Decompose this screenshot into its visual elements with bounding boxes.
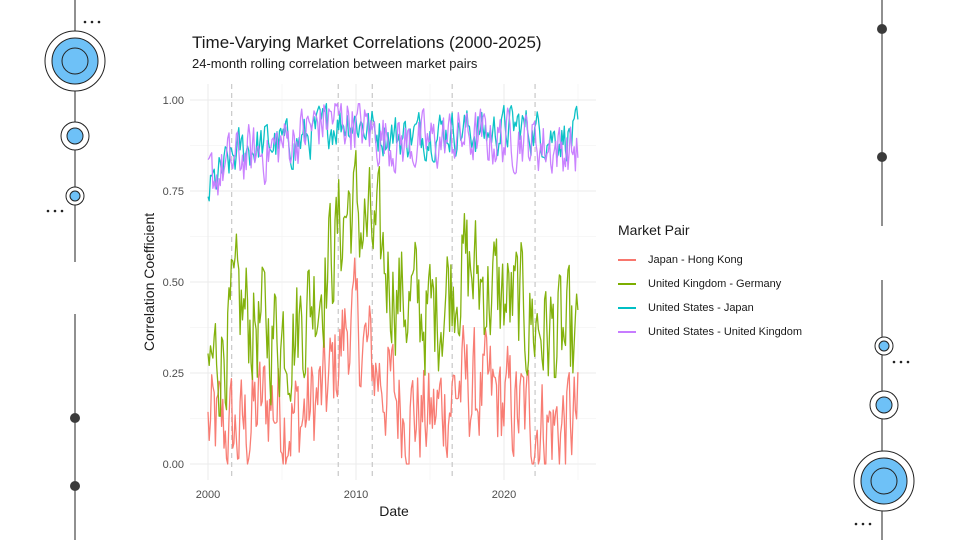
legend-label: United States - United Kingdom bbox=[648, 326, 803, 338]
y-tick-label: 0.75 bbox=[163, 186, 184, 198]
x-tick-label: 2020 bbox=[492, 489, 516, 501]
deco-circle-right-medium bbox=[869, 390, 899, 420]
deco-ellipsis bbox=[892, 360, 910, 364]
legend-label: Japan - Hong Kong bbox=[648, 254, 743, 266]
series-lines bbox=[207, 102, 579, 465]
legend-item: United States - Japan bbox=[618, 296, 802, 320]
legend-label: United States - Japan bbox=[648, 302, 754, 314]
chart-title: Time-Varying Market Correlations (2000-2… bbox=[192, 33, 542, 52]
legend-title: Market Pair bbox=[618, 222, 690, 238]
y-tick-label: 0.50 bbox=[163, 277, 184, 289]
deco-ellipsis bbox=[854, 522, 872, 526]
axis-ticks: 0.00 0.25 0.50 0.75 1.00 2000 2010 2020 bbox=[163, 95, 517, 501]
y-tick-label: 0.00 bbox=[163, 459, 184, 471]
legend-key bbox=[618, 259, 636, 261]
deco-ellipsis bbox=[83, 20, 101, 24]
deco-ellipsis bbox=[46, 209, 64, 213]
series-line-2 bbox=[207, 149, 579, 417]
deco-dot bbox=[70, 481, 80, 491]
chart-subtitle: 24-month rolling correlation between mar… bbox=[192, 56, 478, 71]
deco-circle-right-large bbox=[853, 450, 915, 512]
legend-key bbox=[618, 331, 636, 333]
y-tick-label: 0.25 bbox=[163, 368, 184, 380]
legend-item: United States - United Kingdom bbox=[618, 320, 802, 344]
deco-dot bbox=[877, 152, 887, 162]
legend-key bbox=[618, 307, 636, 309]
deco-circle-left-small bbox=[65, 186, 85, 206]
deco-dot bbox=[877, 24, 887, 34]
x-tick-label: 2000 bbox=[196, 489, 220, 501]
legend-item: Japan - Hong Kong bbox=[618, 248, 802, 272]
deco-dot bbox=[70, 413, 80, 423]
legend: Market Pair Japan - Hong Kong United Kin… bbox=[618, 222, 802, 344]
y-tick-label: 1.00 bbox=[163, 95, 184, 107]
deco-circle-left-medium bbox=[60, 121, 90, 151]
y-axis-title: Correlation Coefficient bbox=[141, 213, 157, 351]
series-line-1 bbox=[207, 257, 579, 465]
legend-label: United Kingdom - Germany bbox=[648, 278, 782, 290]
legend-item: United Kingdom - Germany bbox=[618, 272, 802, 296]
deco-circle-right-small bbox=[874, 336, 894, 356]
x-axis-title: Date bbox=[379, 503, 409, 519]
x-tick-label: 2010 bbox=[344, 489, 368, 501]
series-line-4 bbox=[207, 102, 579, 196]
legend-key bbox=[618, 283, 636, 285]
deco-circle-left-large bbox=[44, 30, 106, 92]
